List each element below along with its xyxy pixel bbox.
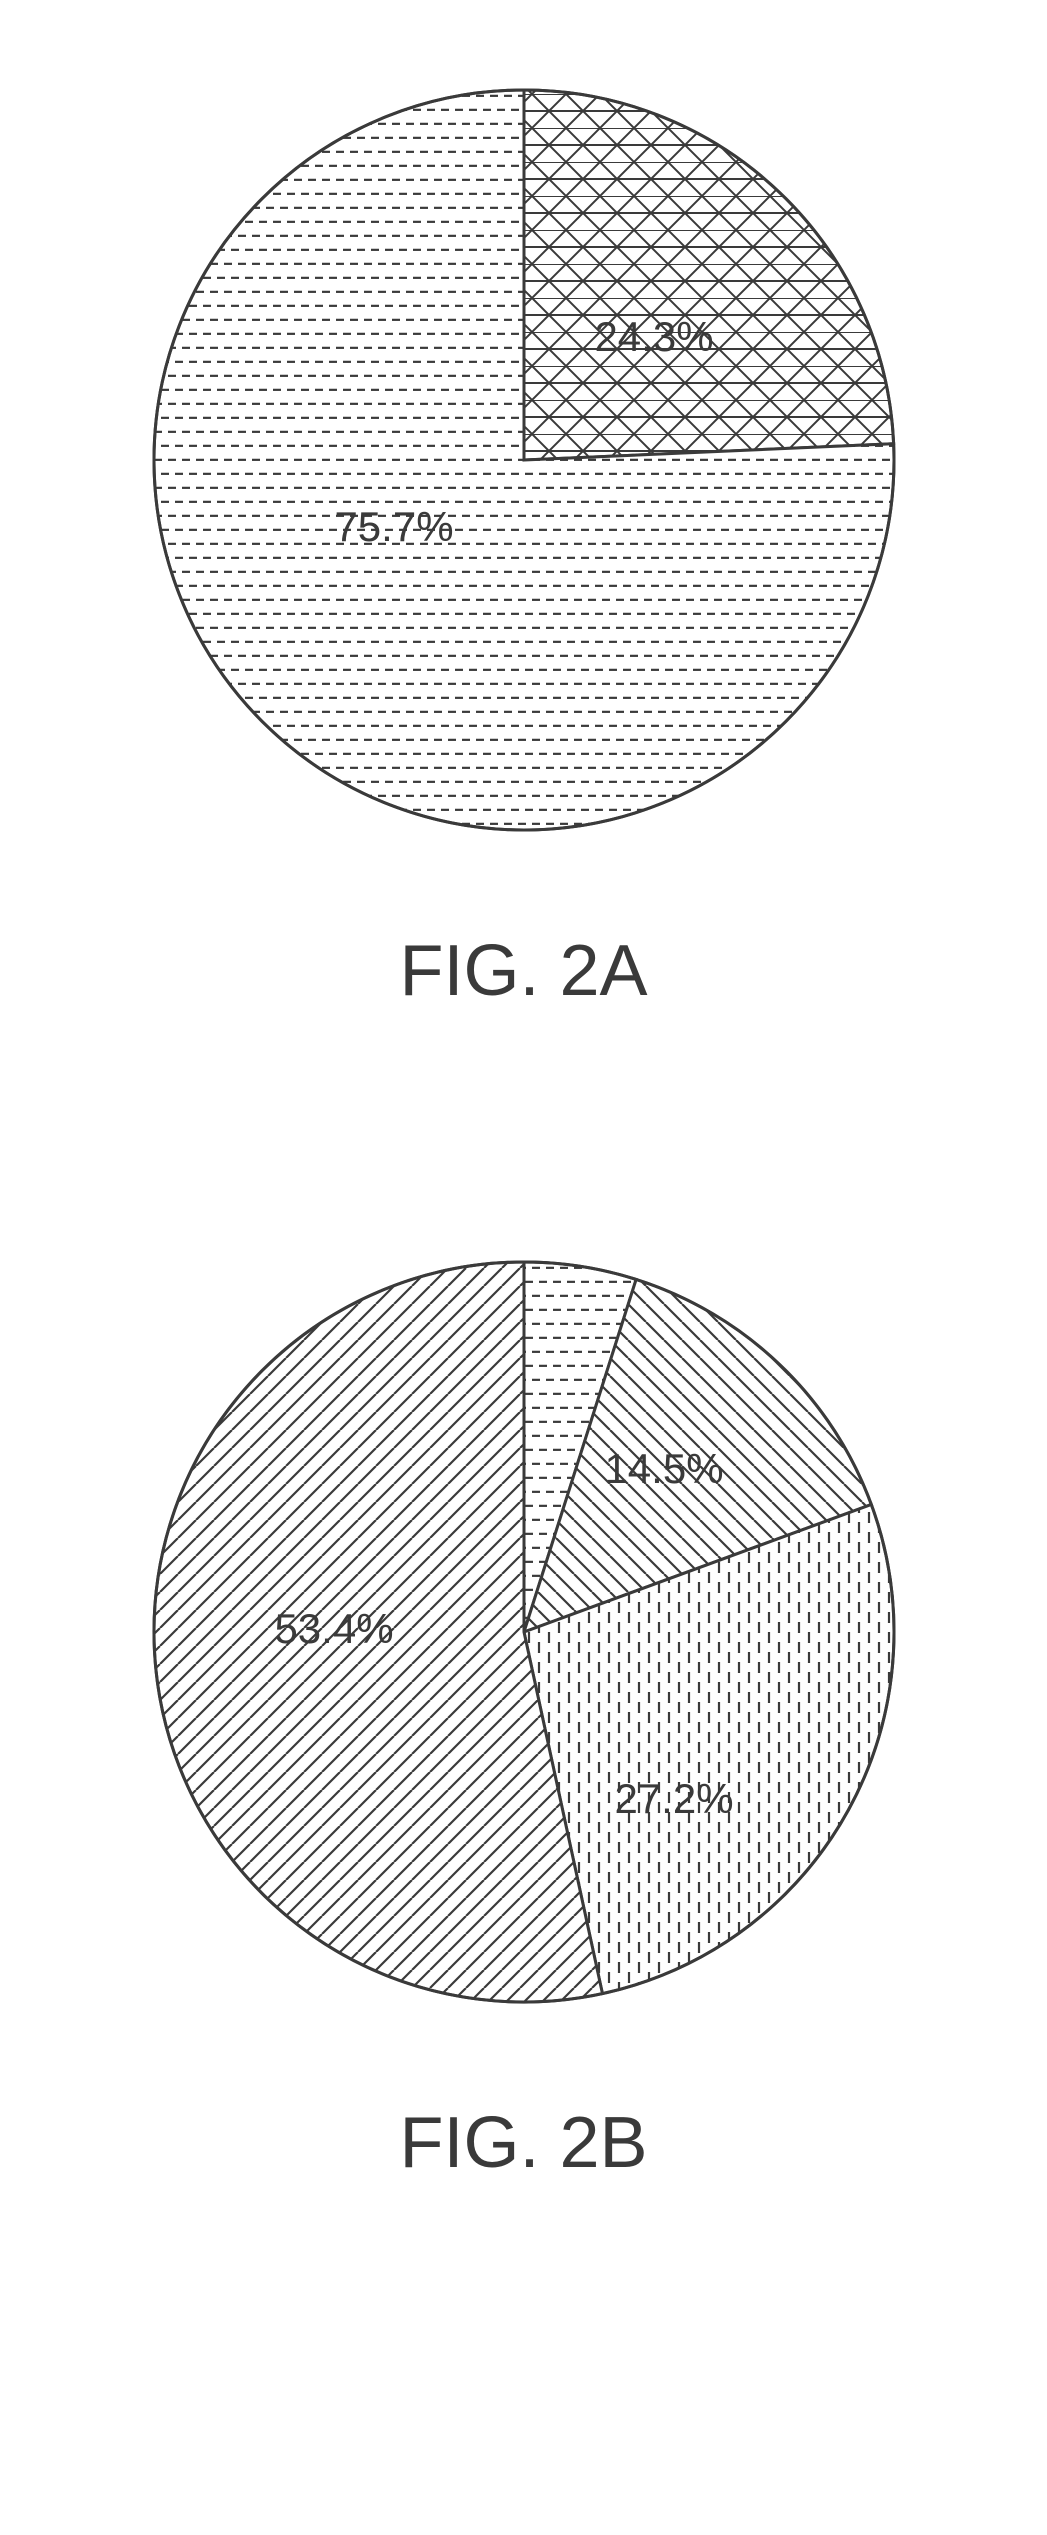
slice-label: 14.5% (604, 1445, 723, 1492)
pie-chart: 24.3% 75.7% (124, 60, 924, 860)
slice-label: 24.3% (594, 313, 713, 360)
pie-chart: 14.5% 27.2% 53.4% (124, 1232, 924, 2032)
slice-label: 53.4% (274, 1605, 393, 1652)
slice-label: 75.7% (334, 503, 453, 550)
pie-slice (524, 90, 894, 460)
figure-caption: FIG. 2B (399, 2102, 647, 2184)
slice-label: 27.2% (614, 1775, 733, 1822)
page: 24.3% 75.7% FIG. 2A 14.5% 27.2% 53.4% FIG. 2B (0, 0, 1047, 2535)
figure-fig-2a: 24.3% 75.7% FIG. 2A (124, 60, 924, 1012)
figure-caption: FIG. 2A (399, 930, 647, 1012)
figure-fig-2b: 14.5% 27.2% 53.4% FIG. 2B (124, 1232, 924, 2184)
